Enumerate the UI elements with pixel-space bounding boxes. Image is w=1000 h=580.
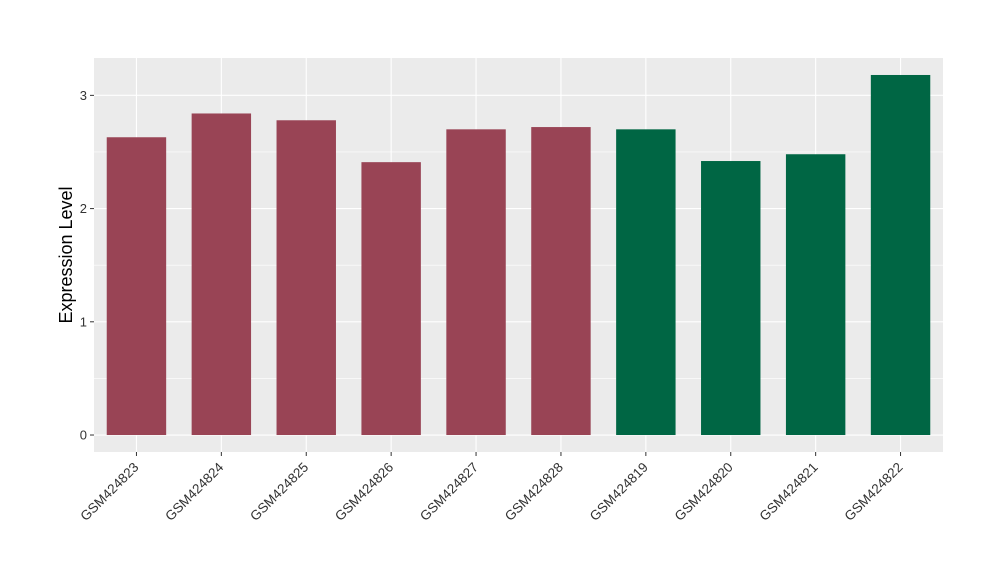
bar-GSM424824 [191,113,252,436]
x-axis: GSM424823 GSM424824 GSM424825 GSM424826 GSM4… [77,452,906,524]
y-tick-label: 0 [80,428,87,443]
bar-GSM424823 [106,137,167,436]
y-axis-title: Expression Level [56,186,76,323]
bar-GSM424821 [785,154,846,436]
bar-GSM424826 [361,162,421,436]
bar-GSM424819 [616,129,676,436]
y-axis: 0 1 2 3 [80,88,94,443]
x-tick-label: GSM424819 [587,460,651,524]
x-tick-label: GSM424827 [417,460,481,524]
y-tick-label: 3 [80,88,87,103]
x-tick-label: GSM424828 [502,460,566,524]
bars [106,74,931,436]
x-tick-label: GSM424823 [77,460,141,524]
bar-GSM424828 [531,127,591,436]
bar-GSM424822 [870,74,931,436]
x-tick-label: GSM424826 [332,460,396,524]
y-tick-label: 2 [80,201,87,216]
x-tick-label: GSM424822 [841,460,905,524]
x-tick-label: GSM424821 [757,460,821,524]
bar-GSM424825 [276,120,336,436]
x-tick-label: GSM424820 [672,460,736,524]
y-tick-label: 1 [80,314,87,329]
x-tick-label: GSM424825 [247,460,311,524]
bar-GSM424820 [701,161,761,436]
x-tick-label: GSM424824 [162,459,227,524]
bar-GSM424827 [446,129,506,436]
